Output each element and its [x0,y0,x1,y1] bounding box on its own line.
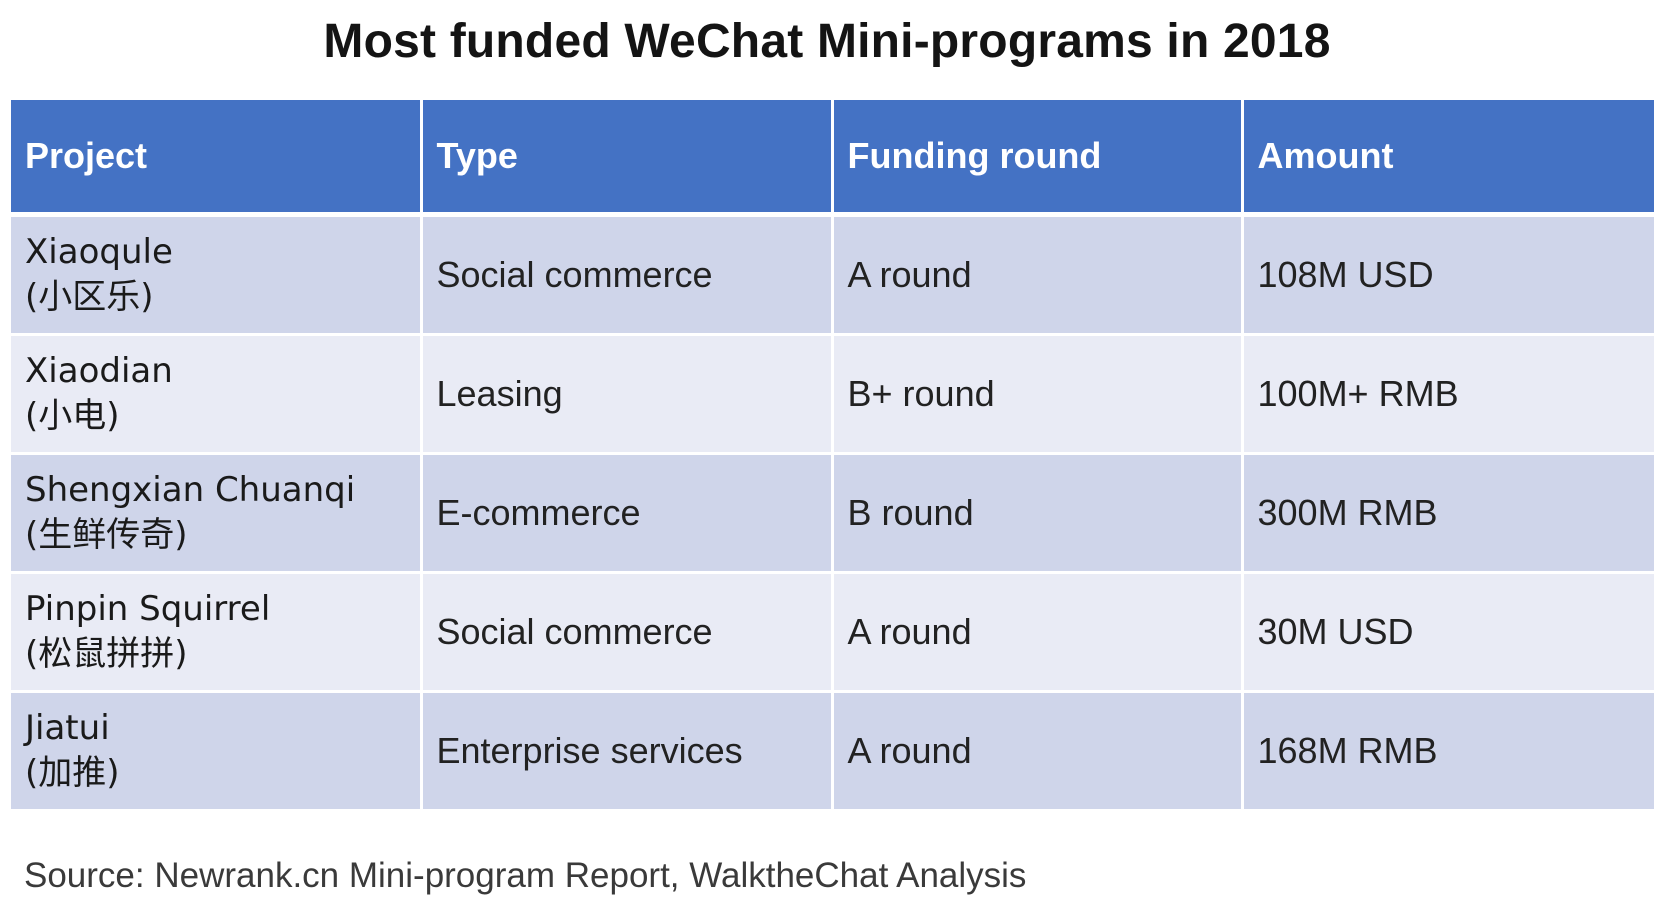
project-chinese-name: (生鲜传奇) [25,515,188,555]
funding-round-cell: A round [832,572,1244,693]
amount-cell: 30M USD [1242,572,1654,693]
table-row: Shengxian Chuanqi (生鲜传奇) E-commerce B ro… [11,453,1654,574]
type-cell: Enterprise services [421,691,834,812]
page-title: Most funded WeChat Mini-programs in 2018 [323,15,1331,68]
project-chinese-name: (松鼠拼拼) [25,634,188,674]
project-name: Shengxian Chuanqi [25,470,356,510]
table-row: Jiatui (加推) Enterprise services A round … [11,691,1654,812]
source-note: Source: Newrank.cn Mini-program Report, … [24,856,1027,895]
amount-cell: 300M RMB [1242,453,1654,574]
project-name: Jiatui [25,708,110,748]
project-cell: Xiaoqule (小区乐) [11,214,423,336]
project-chinese-name: (小电) [25,396,120,436]
table-row: Xiaoqule (小区乐) Social commerce A round 1… [11,214,1654,336]
funding-round-cell: B round [832,453,1244,574]
project-name: Xiaodian [25,351,173,391]
table-row: Xiaodian (小电) Leasing B+ round 100M+ RMB [11,334,1654,455]
funding-table: Project Type Funding round Amount Xiaoqu… [11,100,1654,812]
project-cell: Pinpin Squirrel (松鼠拼拼) [11,572,423,693]
type-cell: Social commerce [421,572,834,693]
table-header-row: Project Type Funding round Amount [11,100,1654,217]
amount-cell: 168M RMB [1242,691,1654,812]
column-header-funding-round: Funding round [832,100,1244,217]
column-header-type: Type [421,100,834,217]
project-name: Pinpin Squirrel [25,589,271,629]
project-name: Xiaoqule [25,232,173,272]
type-cell: Leasing [421,334,834,455]
table-row: Pinpin Squirrel (松鼠拼拼) Social commerce A… [11,572,1654,693]
funding-round-cell: A round [832,691,1244,812]
type-cell: Social commerce [421,214,834,336]
type-cell: E-commerce [421,453,834,574]
funding-round-cell: B+ round [832,334,1244,455]
funding-round-cell: A round [832,214,1244,336]
project-cell: Shengxian Chuanqi (生鲜传奇) [11,453,423,574]
project-chinese-name: (小区乐) [25,277,154,317]
amount-cell: 108M USD [1242,214,1654,336]
column-header-project: Project [11,100,423,217]
amount-cell: 100M+ RMB [1242,334,1654,455]
project-cell: Jiatui (加推) [11,691,423,812]
column-header-amount: Amount [1242,100,1654,217]
project-chinese-name: (加推) [25,753,120,793]
project-cell: Xiaodian (小电) [11,334,423,455]
